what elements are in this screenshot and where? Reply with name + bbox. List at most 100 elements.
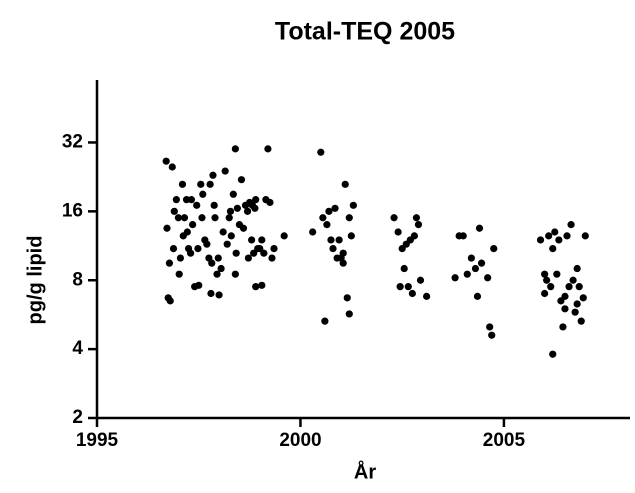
point <box>199 190 207 198</box>
point <box>475 224 484 232</box>
point <box>194 244 202 253</box>
point <box>339 259 347 267</box>
point <box>260 249 268 257</box>
point <box>563 232 571 240</box>
point <box>329 244 337 253</box>
point <box>549 350 557 358</box>
point <box>231 270 239 278</box>
point <box>423 292 431 300</box>
point <box>211 214 219 222</box>
point <box>280 232 288 240</box>
point <box>168 163 176 171</box>
point <box>244 254 252 262</box>
y-tick-label: 8 <box>72 269 83 290</box>
point <box>551 228 559 236</box>
point <box>486 323 494 331</box>
point <box>221 167 229 175</box>
point <box>170 207 178 215</box>
point <box>416 276 425 284</box>
point <box>569 276 577 284</box>
point <box>251 204 259 212</box>
point <box>410 232 418 240</box>
y-tick-label: 4 <box>72 338 83 359</box>
point <box>229 190 237 198</box>
point <box>471 264 480 273</box>
point <box>176 254 185 262</box>
point <box>335 236 343 244</box>
point <box>565 283 573 291</box>
point <box>174 214 182 222</box>
point <box>490 244 498 253</box>
x-tick-label: 2005 <box>483 430 526 451</box>
point <box>215 291 223 299</box>
point <box>180 214 189 222</box>
point <box>226 207 235 215</box>
point <box>214 254 222 262</box>
point <box>323 221 331 229</box>
point <box>258 236 266 244</box>
point <box>198 214 206 222</box>
x-axis-label: År <box>354 459 376 483</box>
point <box>163 224 171 232</box>
point <box>394 228 402 236</box>
point <box>225 214 233 222</box>
point <box>183 228 191 236</box>
point <box>193 201 201 209</box>
point <box>206 180 214 188</box>
point <box>559 323 567 331</box>
point <box>319 214 327 222</box>
point <box>473 292 482 300</box>
point <box>400 264 408 273</box>
point <box>195 281 203 289</box>
point <box>207 289 215 298</box>
point <box>577 317 585 325</box>
point <box>543 276 551 284</box>
point <box>488 331 496 339</box>
point <box>270 244 278 253</box>
point <box>579 294 587 302</box>
point <box>187 196 196 204</box>
point <box>345 310 353 318</box>
point <box>549 244 557 253</box>
point <box>561 292 569 300</box>
point <box>252 196 260 204</box>
point <box>210 201 218 209</box>
point <box>396 283 404 291</box>
point <box>349 201 357 209</box>
point <box>404 283 412 291</box>
point <box>223 240 231 248</box>
point <box>213 270 221 278</box>
point <box>484 274 492 282</box>
point <box>463 270 471 278</box>
point <box>208 259 216 267</box>
point <box>321 317 329 325</box>
point <box>408 289 416 298</box>
x-tick-label: 2000 <box>279 430 321 451</box>
point <box>250 249 258 257</box>
point <box>325 207 333 215</box>
point <box>248 236 256 244</box>
point <box>264 145 272 153</box>
point <box>545 232 553 240</box>
point <box>347 232 355 240</box>
point <box>203 240 211 248</box>
point <box>536 236 545 244</box>
point <box>309 228 317 236</box>
point <box>237 176 246 184</box>
point <box>175 270 183 278</box>
point <box>459 232 467 240</box>
y-tick-label: 2 <box>72 407 83 428</box>
point <box>172 196 180 204</box>
point <box>166 297 174 305</box>
point <box>258 281 266 289</box>
x-tick-label: 1995 <box>76 430 119 451</box>
point <box>541 289 549 298</box>
y-tick-label: 16 <box>62 200 83 221</box>
point <box>331 204 339 212</box>
point <box>233 204 241 212</box>
point <box>252 283 260 291</box>
chart-title: Total-TEQ 2005 <box>275 18 455 46</box>
point <box>390 214 398 222</box>
point <box>178 180 187 188</box>
point <box>227 232 235 240</box>
